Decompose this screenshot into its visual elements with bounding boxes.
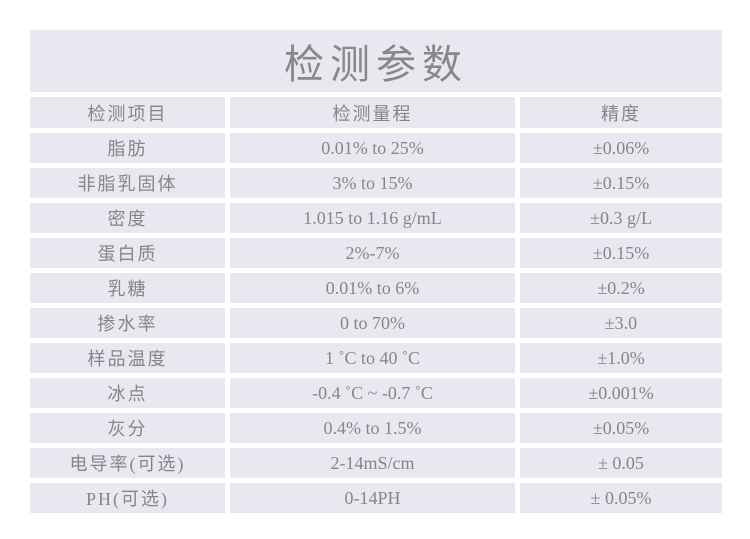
table-header-row: 检测项目 检测量程 精度 <box>30 97 722 128</box>
item-cell: 样品温度 <box>30 343 225 373</box>
range-cell: 1 ˚C to 40 ˚C <box>230 343 515 373</box>
range-cell: 0.4% to 1.5% <box>230 413 515 443</box>
table-row: 灰分 0.4% to 1.5% ±0.05% <box>30 413 722 443</box>
precision-cell: ± 0.05 <box>520 448 722 478</box>
item-cell: 非脂乳固体 <box>30 168 225 198</box>
range-cell: -0.4 ˚C ~ -0.7 ˚C <box>230 378 515 408</box>
range-cell: 0 to 70% <box>230 308 515 338</box>
item-cell: 灰分 <box>30 413 225 443</box>
header-precision: 精度 <box>520 97 722 128</box>
range-cell: 3% to 15% <box>230 168 515 198</box>
item-cell: 掺水率 <box>30 308 225 338</box>
range-cell: 0-14PH <box>230 483 515 513</box>
range-cell: 0.01% to 25% <box>230 133 515 163</box>
precision-cell: ±0.3 g/L <box>520 203 722 233</box>
table-row: 冰点 -0.4 ˚C ~ -0.7 ˚C ±0.001% <box>30 378 722 408</box>
table-row: 乳糖 0.01% to 6% ±0.2% <box>30 273 722 303</box>
range-cell: 2-14mS/cm <box>230 448 515 478</box>
table-row: 掺水率 0 to 70% ±3.0 <box>30 308 722 338</box>
range-cell: 1.015 to 1.16 g/mL <box>230 203 515 233</box>
table-row: 非脂乳固体 3% to 15% ±0.15% <box>30 168 722 198</box>
item-cell: PH(可选) <box>30 483 225 513</box>
table-row: 密度 1.015 to 1.16 g/mL ±0.3 g/L <box>30 203 722 233</box>
table-title: 检测参数 <box>30 30 722 92</box>
table-row: PH(可选) 0-14PH ± 0.05% <box>30 483 722 513</box>
item-cell: 冰点 <box>30 378 225 408</box>
precision-cell: ±0.06% <box>520 133 722 163</box>
precision-cell: ± 0.05% <box>520 483 722 513</box>
table-row: 样品温度 1 ˚C to 40 ˚C ±1.0% <box>30 343 722 373</box>
precision-cell: ±0.15% <box>520 168 722 198</box>
precision-cell: ±0.2% <box>520 273 722 303</box>
precision-cell: ±0.05% <box>520 413 722 443</box>
item-cell: 密度 <box>30 203 225 233</box>
item-cell: 电导率(可选) <box>30 448 225 478</box>
precision-cell: ±1.0% <box>520 343 722 373</box>
range-cell: 2%-7% <box>230 238 515 268</box>
precision-cell: ±3.0 <box>520 308 722 338</box>
precision-cell: ±0.001% <box>520 378 722 408</box>
precision-cell: ±0.15% <box>520 238 722 268</box>
table-row: 电导率(可选) 2-14mS/cm ± 0.05 <box>30 448 722 478</box>
range-cell: 0.01% to 6% <box>230 273 515 303</box>
header-item: 检测项目 <box>30 97 225 128</box>
table-row: 蛋白质 2%-7% ±0.15% <box>30 238 722 268</box>
item-cell: 乳糖 <box>30 273 225 303</box>
item-cell: 脂肪 <box>30 133 225 163</box>
table-row: 脂肪 0.01% to 25% ±0.06% <box>30 133 722 163</box>
spec-table: 检测参数 检测项目 检测量程 精度 脂肪 0.01% to 25% ±0.06%… <box>30 30 722 513</box>
header-range: 检测量程 <box>230 97 515 128</box>
item-cell: 蛋白质 <box>30 238 225 268</box>
